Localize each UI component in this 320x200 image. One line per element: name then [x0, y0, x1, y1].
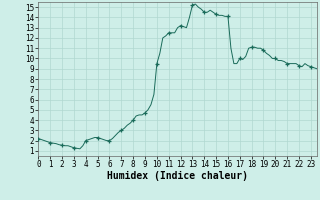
X-axis label: Humidex (Indice chaleur): Humidex (Indice chaleur)	[107, 171, 248, 181]
